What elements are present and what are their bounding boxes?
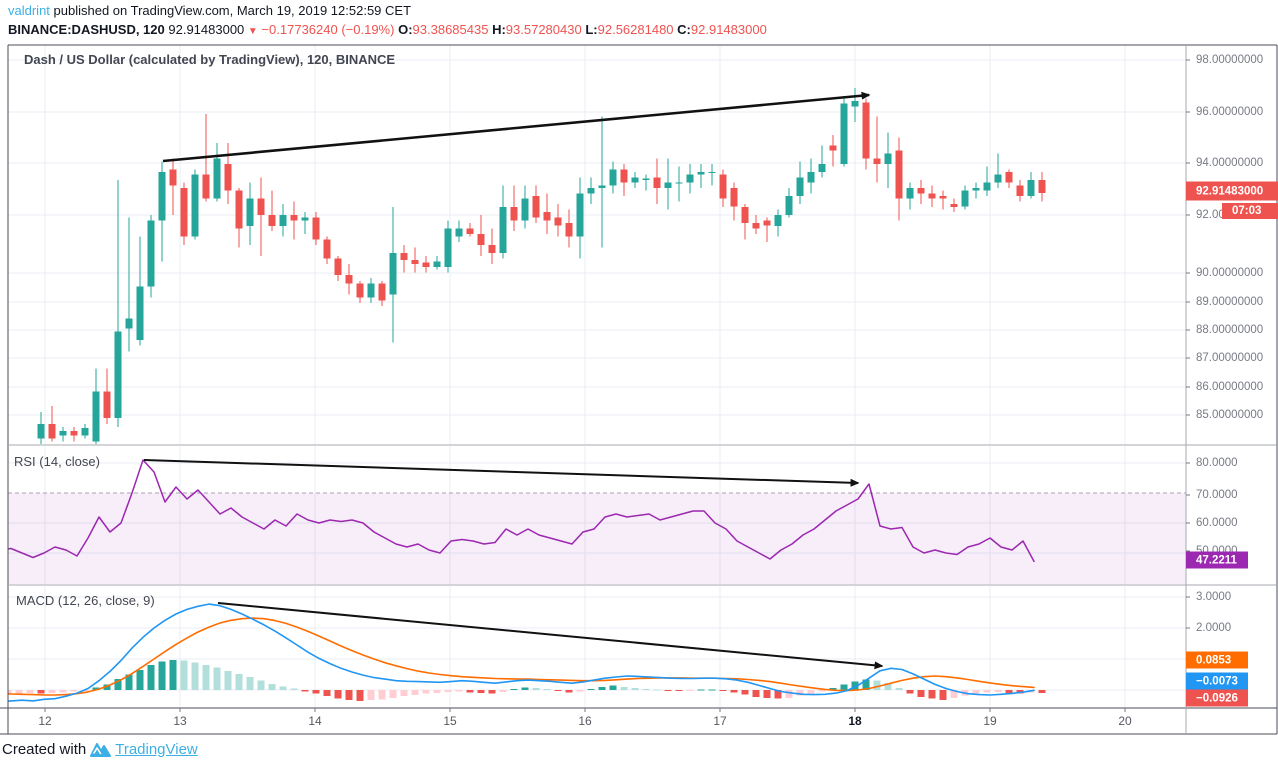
low-value: 92.56281480 — [597, 22, 674, 37]
macd-signal-badge: 0.0853 — [1186, 651, 1248, 669]
close-value: 92.91483000 — [690, 22, 767, 37]
rsi-value-badge: 47.2211 — [1186, 551, 1248, 569]
close-label: C: — [677, 22, 691, 37]
time-axis-label: 15 — [443, 714, 457, 728]
rsi-axis-label: 60.0000 — [1196, 517, 1238, 529]
symbol-info-line: BINANCE:DASHUSD, 120 92.91483000 ▼ −0.17… — [8, 22, 767, 37]
time-axis-label: 19 — [983, 714, 997, 728]
open-value: 93.38685435 — [412, 22, 489, 37]
macd-pane-title: MACD (12, 26, close, 9) — [16, 593, 155, 608]
time-axis-label: 13 — [173, 714, 187, 728]
created-with-text: Created with — [2, 740, 87, 758]
price-axis-label: 86.00000000 — [1196, 381, 1264, 393]
price-axis-label: 96.00000000 — [1196, 106, 1264, 118]
time-axis-label: 14 — [308, 714, 322, 728]
price-axis-label: 90.00000000 — [1196, 267, 1264, 279]
last-price-badge: 92.91483000 — [1186, 181, 1278, 201]
macd-hist-badge: −0.0926 — [1186, 689, 1248, 707]
main-pane-title: Dash / US Dollar (calculated by TradingV… — [24, 52, 396, 67]
symbol-label: BINANCE:DASHUSD, 120 — [8, 22, 165, 37]
low-label: L: — [585, 22, 598, 37]
time-axis-label: 17 — [713, 714, 727, 728]
last-price: 92.91483000 — [168, 22, 245, 37]
price-axis-label: 94.00000000 — [1196, 157, 1264, 169]
time-axis-label: 12 — [38, 714, 52, 728]
time-axis-label: 20 — [1118, 714, 1132, 728]
macd-line-badge: −0.0073 — [1186, 672, 1248, 690]
publish-info-line: valdrint published on TradingView.com, M… — [8, 3, 411, 18]
open-label: O: — [398, 22, 413, 37]
rsi-pane-title: RSI (14, close) — [14, 454, 100, 469]
time-axis-label: 16 — [578, 714, 592, 728]
price-axis-label: 89.00000000 — [1196, 296, 1264, 308]
high-label: H: — [492, 22, 506, 37]
price-change: −0.17736240 (−0.19%) — [261, 22, 395, 37]
tradingview-logo-icon — [90, 740, 112, 758]
username-link[interactable]: valdrint — [8, 3, 50, 18]
macd-axis-label: 3.0000 — [1196, 591, 1232, 603]
high-value: 93.57280430 — [505, 22, 582, 37]
price-axis-label: 85.00000000 — [1196, 409, 1264, 421]
down-triangle-icon: ▼ — [247, 26, 258, 37]
bar-countdown-badge: 07:03 — [1222, 203, 1278, 219]
price-axis-label: 87.00000000 — [1196, 352, 1264, 364]
macd-axis-label: 2.0000 — [1196, 622, 1232, 634]
published-text: published on TradingView.com, March 19, … — [49, 3, 412, 18]
price-axis-label: 98.00000000 — [1196, 54, 1264, 66]
rsi-axis-label: 70.0000 — [1196, 489, 1238, 501]
time-axis-label: 18 — [848, 714, 862, 728]
price-axis-label: 88.00000000 — [1196, 324, 1264, 336]
rsi-axis-label: 80.0000 — [1196, 457, 1238, 469]
tradingview-brand-link[interactable]: TradingView — [115, 740, 198, 758]
attribution-footer: Created with TradingView — [2, 740, 198, 758]
